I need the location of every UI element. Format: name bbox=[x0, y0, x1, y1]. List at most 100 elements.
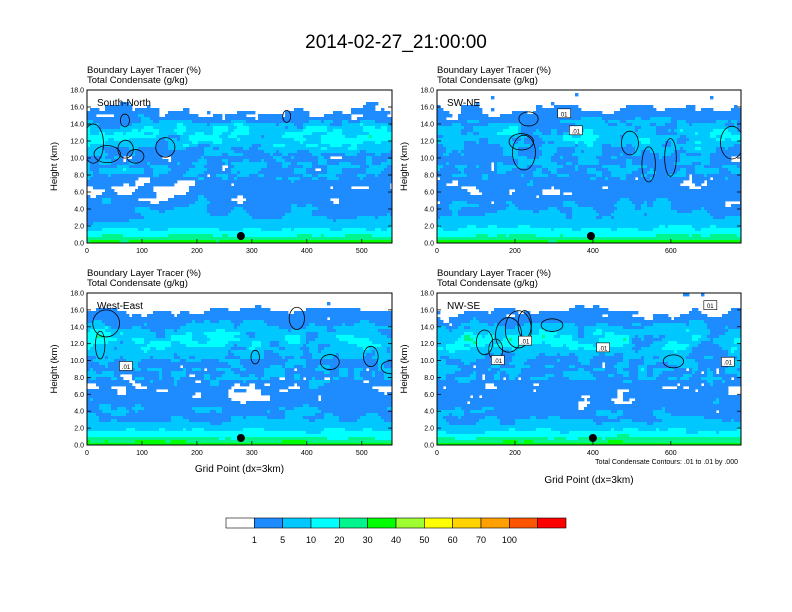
colorbar-swatch bbox=[480, 517, 510, 529]
tracer-field bbox=[87, 302, 392, 445]
panel-title-condensate: Total Condensate (g/kg) bbox=[437, 278, 538, 289]
y-tick-label: 4.0 bbox=[424, 207, 434, 214]
y-tick-label: 4.0 bbox=[74, 207, 84, 214]
x-tick-label: 400 bbox=[587, 248, 599, 255]
panel-nwse: .01 .01 .01 .01 01 Boundary Layer Tracer (%)T… bbox=[399, 268, 742, 457]
y-axis-label: Height (km) bbox=[49, 344, 60, 393]
y-tick-label: 4.0 bbox=[74, 409, 84, 416]
colorbar-swatch bbox=[254, 517, 283, 529]
contour-line bbox=[504, 310, 532, 349]
x-tick-label: 200 bbox=[509, 450, 521, 457]
x-tick-label: 300 bbox=[246, 248, 258, 255]
y-tick-label: 2.0 bbox=[424, 426, 434, 433]
y-tick-label: 16.0 bbox=[420, 307, 434, 314]
panel-frame bbox=[436, 89, 742, 244]
panel-frame bbox=[86, 89, 393, 244]
x-tick-label: 0 bbox=[85, 248, 89, 255]
x-tick-label: 200 bbox=[191, 450, 203, 457]
contour-line bbox=[126, 149, 145, 164]
x-axis-label-left: Grid Point (dx=3km) bbox=[195, 464, 284, 475]
panel-title-tracer: Boundary Layer Tracer (%) bbox=[437, 268, 551, 279]
y-tick-label: 18.0 bbox=[70, 88, 84, 95]
x-axis-label-right: Grid Point (dx=3km) bbox=[544, 475, 633, 486]
colorbar-swatch bbox=[537, 517, 567, 529]
colorbar-swatch bbox=[367, 517, 397, 529]
x-tick-label: 400 bbox=[301, 248, 313, 255]
contour-line bbox=[288, 306, 305, 330]
contour-line bbox=[93, 145, 121, 164]
contour-line bbox=[620, 130, 639, 156]
panel-swne: 01 .01 Boundary Layer Tracer (%)Total Cond… bbox=[399, 65, 742, 255]
contour-label-box bbox=[703, 300, 718, 310]
contour-line bbox=[518, 111, 539, 127]
colorbar: 1 5 10 20 30 40 50 60 70 100 bbox=[225, 517, 567, 545]
contour-line bbox=[320, 354, 340, 371]
contour-line bbox=[664, 138, 677, 177]
tracer-field bbox=[437, 93, 741, 243]
y-tick-label: 16.0 bbox=[70, 105, 84, 112]
panel-direction-label: South-North bbox=[97, 98, 151, 109]
panel-sn: Boundary Layer Tracer (%)Total Condensat… bbox=[49, 65, 393, 255]
y-tick-label: 18.0 bbox=[420, 88, 434, 95]
y-tick-label: 8.0 bbox=[74, 173, 84, 180]
y-tick-label: 6.0 bbox=[424, 190, 434, 197]
panel-we: .01 Boundary Layer Tracer (%)Total Conden… bbox=[49, 268, 393, 457]
contour-label: .01 bbox=[724, 361, 733, 367]
x-tick-label: 200 bbox=[509, 248, 521, 255]
contour-label-box bbox=[596, 342, 610, 353]
colorbar-label: 1 bbox=[252, 535, 257, 545]
x-tick-label: 200 bbox=[191, 248, 203, 255]
contour-line bbox=[720, 125, 741, 160]
y-axis-label: Height (km) bbox=[399, 142, 410, 191]
colorbar-label: 40 bbox=[391, 535, 401, 545]
panel-title-tracer: Boundary Layer Tracer (%) bbox=[87, 65, 201, 76]
panel-title-condensate: Total Condensate (g/kg) bbox=[87, 278, 188, 289]
contour-label: .01 bbox=[494, 359, 503, 365]
y-tick-label: 16.0 bbox=[70, 307, 84, 314]
x-tick-label: 600 bbox=[665, 450, 677, 457]
condensate-contours bbox=[92, 306, 392, 375]
y-tick-label: 10.0 bbox=[70, 358, 84, 365]
y-axis-label: Height (km) bbox=[49, 142, 60, 191]
contour-label: 01 bbox=[707, 304, 714, 310]
contour-label: .01 bbox=[572, 129, 581, 135]
panel-frame bbox=[436, 292, 742, 446]
panel-direction-label: NW-SE bbox=[447, 301, 480, 312]
contour-label-box bbox=[491, 355, 505, 365]
contour-note: Total Condensate Contours: .01 to .01 by… bbox=[595, 459, 738, 466]
location-marker bbox=[236, 232, 245, 240]
x-tick-label: 600 bbox=[665, 248, 677, 255]
contour-label: 01 bbox=[561, 112, 568, 118]
colorbar-swatch bbox=[339, 517, 368, 529]
colorbar-swatch bbox=[225, 517, 255, 529]
y-tick-label: 10.0 bbox=[420, 358, 434, 365]
y-tick-label: 6.0 bbox=[74, 392, 84, 399]
x-tick-label: 400 bbox=[301, 450, 313, 457]
panel-title-condensate: Total Condensate (g/kg) bbox=[87, 75, 188, 86]
contour-line bbox=[363, 345, 379, 368]
colorbar-label: 60 bbox=[448, 535, 458, 545]
y-tick-label: 8.0 bbox=[424, 375, 434, 382]
y-tick-label: 12.0 bbox=[420, 341, 434, 348]
y-tick-label: 2.0 bbox=[424, 224, 434, 231]
y-tick-label: 2.0 bbox=[74, 224, 84, 231]
contour-line bbox=[282, 109, 292, 123]
contour-line bbox=[95, 330, 106, 360]
y-tick-label: 0.0 bbox=[74, 443, 84, 450]
y-tick-label: 14.0 bbox=[420, 324, 434, 331]
y-tick-label: 18.0 bbox=[70, 291, 84, 298]
y-tick-label: 0.0 bbox=[424, 443, 434, 450]
contour-label-box bbox=[518, 335, 532, 346]
tracer-field bbox=[437, 293, 741, 445]
y-tick-label: 14.0 bbox=[70, 324, 84, 331]
panel-title-condensate: Total Condensate (g/kg) bbox=[437, 75, 538, 86]
y-tick-label: 0.0 bbox=[74, 241, 84, 248]
condensate-contours bbox=[508, 111, 741, 183]
contour-line bbox=[155, 137, 176, 158]
y-tick-label: 2.0 bbox=[74, 426, 84, 433]
figure-title: 2014-02-27_21:00:00 bbox=[305, 32, 487, 53]
y-tick-label: 4.0 bbox=[424, 409, 434, 416]
y-tick-label: 6.0 bbox=[74, 190, 84, 197]
contour-line bbox=[250, 349, 260, 365]
